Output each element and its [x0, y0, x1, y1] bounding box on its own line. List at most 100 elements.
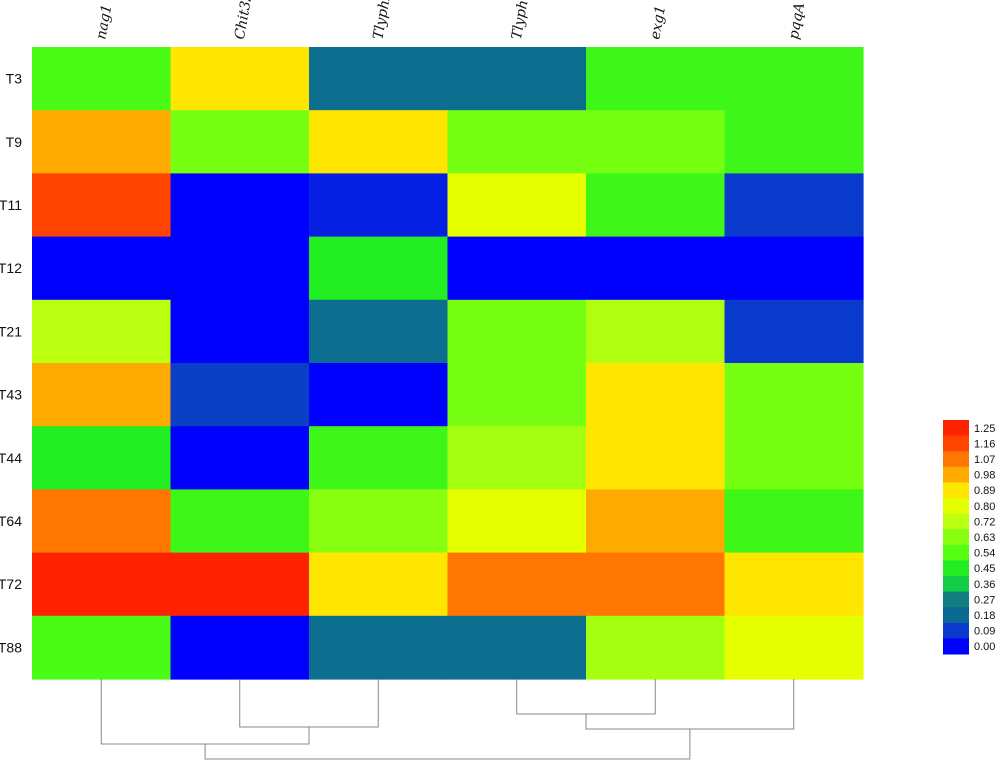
heatmap-cell-T3-Tlyph2 — [309, 47, 449, 111]
heatmap-cell-T9-exg1 — [586, 110, 726, 174]
heatmap-cell-T64-nag1 — [32, 489, 172, 554]
heatmap-cell-T44-Chit33 — [170, 426, 310, 490]
heatmap-cell-T9-nag1 — [32, 110, 172, 174]
legend-swatch-0.18 — [943, 607, 969, 624]
heatmap-cell-T12-exg1 — [586, 236, 726, 301]
legend-label-0.63: 0.63 — [974, 532, 995, 544]
dendrogram-link-5 — [204, 729, 691, 760]
legend-label-0.00: 0.00 — [974, 641, 995, 653]
row-label-T44: T44 — [0, 450, 22, 466]
heatmap-cell-T64-Chit33 — [170, 489, 310, 554]
heatmap-cell-T72-exg1 — [586, 552, 726, 617]
heatmap-cell-T88-Tlyph1 — [447, 615, 587, 680]
column-label-Tlyph1: Tlyph1 — [509, 0, 533, 41]
legend-swatch-0.36 — [943, 576, 969, 593]
dendrogram-link-1 — [239, 679, 379, 728]
heatmap-cell-T43-Tlyph2 — [309, 363, 449, 427]
legend-swatch-1.16 — [943, 435, 969, 452]
legend-swatch-0.54 — [943, 544, 969, 561]
heatmap-cell-T11-pqqA — [724, 173, 864, 238]
legend-swatch-0.72 — [943, 513, 969, 530]
legend-swatch-0.89 — [943, 482, 969, 499]
legend-label-0.36: 0.36 — [974, 579, 995, 591]
legend-label-0.27: 0.27 — [974, 594, 995, 606]
legend-swatch-0.00 — [943, 638, 969, 655]
heatmap-cell-T43-exg1 — [586, 363, 726, 427]
legend-label-1.16: 1.16 — [974, 438, 995, 450]
legend-label-0.89: 0.89 — [974, 485, 995, 497]
heatmap-cell-T12-Chit33 — [170, 236, 310, 301]
heatmap-cell-T72-Chit33 — [170, 552, 310, 617]
heatmap-cell-T88-Tlyph2 — [309, 615, 449, 680]
heatmap-cell-T88-pqqA — [724, 615, 864, 680]
heatmap-cell-T43-Chit33 — [170, 363, 310, 427]
heatmap-cell-T3-pqqA — [724, 47, 864, 111]
heatmap-cell-T72-nag1 — [32, 552, 172, 617]
heatmap-cell-T11-Tlyph2 — [309, 173, 449, 238]
heatmap-cell-T21-pqqA — [724, 299, 864, 364]
heatmap-cell-T11-Tlyph1 — [447, 173, 587, 238]
column-label-pqqA: pqqA — [786, 1, 808, 40]
heatmap-cell-T43-pqqA — [724, 363, 864, 427]
legend-swatch-0.27 — [943, 591, 969, 608]
row-label-T72: T72 — [0, 576, 22, 592]
heatmap-cell-T3-exg1 — [586, 47, 726, 111]
heatmap-cell-T44-exg1 — [586, 426, 726, 490]
row-label-T11: T11 — [0, 197, 22, 213]
legend-swatch-1.25 — [943, 420, 969, 437]
column-label-exg1: exg1 — [647, 4, 669, 40]
heatmap-cell-T88-Chit33 — [170, 615, 310, 680]
row-label-T21: T21 — [0, 323, 22, 339]
heatmap-cell-T43-nag1 — [32, 363, 172, 427]
heatmap-cell-T12-Tlyph2 — [309, 236, 449, 301]
legend-label-0.72: 0.72 — [974, 516, 995, 528]
legend-label-0.98: 0.98 — [974, 470, 995, 482]
heatmap-cells — [32, 47, 864, 680]
heatmap-cell-T64-Tlyph1 — [447, 489, 587, 554]
row-label-T12: T12 — [0, 260, 22, 276]
heatmap-cell-T44-Tlyph1 — [447, 426, 587, 490]
heatmap-cell-T3-Chit33 — [170, 47, 310, 111]
legend-swatch-0.09 — [943, 622, 969, 639]
column-label-nag1: nag1 — [93, 3, 115, 40]
color-legend: 1.25 1.16 1.07 0.98 0.89 0.80 0.72 0.63 0.54 0.45… — [943, 420, 995, 655]
heatmap-cell-T12-nag1 — [32, 236, 172, 301]
heatmap-cell-T21-exg1 — [586, 299, 726, 364]
heatmap-cell-T44-nag1 — [32, 426, 172, 490]
heatmap-cell-T43-Tlyph1 — [447, 363, 587, 427]
heatmap-cell-T88-nag1 — [32, 615, 172, 680]
column-label-Chit33: Chit33 — [232, 0, 256, 41]
column-label-Tlyph2: Tlyph2 — [370, 0, 394, 41]
heatmap-cell-T44-pqqA — [724, 426, 864, 490]
heatmap-cell-T11-nag1 — [32, 173, 172, 238]
legend-label-0.09: 0.09 — [974, 626, 995, 638]
legend-swatch-0.45 — [943, 560, 969, 577]
heatmap-cell-T9-Tlyph1 — [447, 110, 587, 174]
legend-label-0.80: 0.80 — [974, 501, 995, 513]
heatmap-cell-T11-Chit33 — [170, 173, 310, 238]
heatmap-cell-T64-exg1 — [586, 489, 726, 554]
heatmap-cell-T3-Tlyph1 — [447, 47, 587, 111]
legend-label-0.54: 0.54 — [974, 548, 995, 560]
legend-swatch-0.98 — [943, 466, 969, 483]
row-label-T88: T88 — [0, 639, 22, 655]
heatmap-cell-T64-pqqA — [724, 489, 864, 554]
legend-swatch-1.07 — [943, 451, 969, 468]
row-labels: T3 T9 T11 T12 T21 T43 T44 T64 T72 T88 — [0, 71, 22, 656]
dendrogram-link-2 — [100, 679, 310, 745]
column-labels: nag1 Chit33 Tlyph2 Tlyph1 exg1 pqqA — [93, 0, 808, 41]
heatmap-cell-T44-Tlyph2 — [309, 426, 449, 490]
heatmap-cell-T21-nag1 — [32, 299, 172, 364]
dendrogram-link-4 — [585, 679, 795, 730]
legend-label-0.18: 0.18 — [974, 610, 995, 622]
legend-label-1.25: 1.25 — [974, 423, 995, 435]
row-label-T43: T43 — [0, 387, 22, 403]
heatmap-cell-T12-Tlyph1 — [447, 236, 587, 301]
row-label-T9: T9 — [6, 134, 23, 150]
legend-label-1.07: 1.07 — [974, 454, 995, 466]
heatmap-cell-T21-Tlyph2 — [309, 299, 449, 364]
heatmap-cell-T21-Tlyph1 — [447, 299, 587, 364]
heatmap-cell-T9-Tlyph2 — [309, 110, 449, 174]
heatmap-cell-T9-pqqA — [724, 110, 864, 174]
